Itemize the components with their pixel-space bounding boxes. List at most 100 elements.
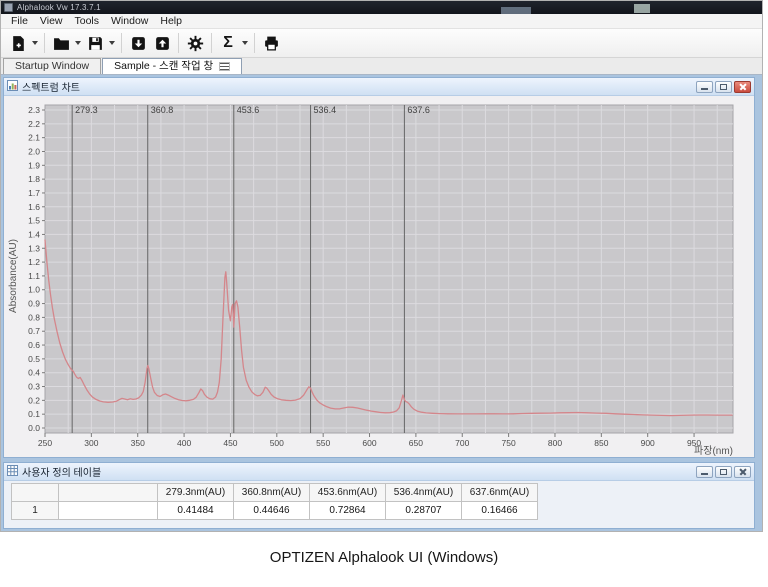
svg-text:1.0: 1.0	[28, 285, 40, 295]
print-icon	[263, 35, 280, 52]
svg-text:250: 250	[38, 438, 52, 448]
panel-maximize-button[interactable]	[715, 80, 732, 93]
column-header: 360.8nm(AU)	[233, 483, 310, 502]
axis-ticks: 0.0 0.1 0.2 0.3 0.4 0.5 0.6 0.7 0.8 0.9 1.0 1.1 1.2 1…	[28, 105, 701, 448]
value-cell[interactable]: 0.44646	[233, 501, 310, 520]
marker-label: 453.6	[237, 105, 260, 115]
svg-text:350: 350	[131, 438, 145, 448]
panel-maximize-button[interactable]	[715, 465, 732, 478]
title-bar: Alphalook Vw 17.3.7.1	[1, 1, 762, 14]
svg-text:650: 650	[409, 438, 423, 448]
dropdown-caret-icon[interactable]	[32, 41, 38, 45]
new-document-icon	[10, 35, 27, 52]
table-panel-header: 사용자 정의 테이블	[4, 463, 754, 481]
tab-label: Startup Window	[15, 60, 90, 72]
menu-item-file[interactable]: File	[11, 15, 28, 27]
export-button[interactable]	[150, 31, 174, 55]
svg-text:1.1: 1.1	[28, 271, 40, 281]
y-axis-label: Absorbance(AU)	[8, 239, 19, 313]
svg-text:0.1: 0.1	[28, 409, 40, 419]
table-body: 279.3nm(AU) 360.8nm(AU) 453.6nm(AU) 536.4nm…	[4, 481, 754, 528]
svg-text:0.4: 0.4	[28, 368, 40, 378]
table-panel-buttons	[696, 465, 751, 478]
value-cell[interactable]: 0.28707	[385, 501, 462, 520]
svg-text:1.6: 1.6	[28, 202, 40, 212]
document-tab-0[interactable]: Startup Window	[3, 58, 102, 74]
print-button[interactable]	[259, 31, 283, 55]
svg-text:300: 300	[84, 438, 98, 448]
toolbar-separator	[44, 33, 45, 53]
app-icon	[4, 3, 13, 12]
chart-icon	[7, 78, 18, 96]
svg-text:1.8: 1.8	[28, 174, 40, 184]
table-row: 1 0.41484 0.44646 0.72864 0.28707 0.16466	[11, 501, 538, 520]
settings-button[interactable]	[183, 31, 207, 55]
svg-text:450: 450	[223, 438, 237, 448]
svg-text:1.4: 1.4	[28, 229, 40, 239]
sample-name-cell[interactable]	[58, 501, 158, 520]
save-button[interactable]	[83, 31, 107, 55]
save-down-icon	[130, 35, 147, 52]
svg-text:950: 950	[687, 438, 701, 448]
toolbar-separator	[211, 33, 212, 53]
spectrum-chart[interactable]: 0.0 0.1 0.2 0.3 0.4 0.5 0.6 0.7 0.8 0.9 1.0 1.1 1.2 1…	[4, 96, 754, 457]
new-document-button[interactable]	[6, 31, 30, 55]
svg-text:600: 600	[362, 438, 376, 448]
svg-text:800: 800	[548, 438, 562, 448]
close-icon	[739, 468, 747, 476]
svg-text:700: 700	[455, 438, 469, 448]
dropdown-caret-icon[interactable]	[242, 41, 248, 45]
toolbar: Σ	[1, 29, 762, 58]
minimize-icon	[701, 473, 708, 475]
open-button[interactable]	[49, 31, 73, 55]
calculation-button[interactable]: Σ	[216, 31, 240, 55]
wavelength-markers: 279.3 360.8 453.6 536.4 637.6	[71, 105, 430, 433]
dropdown-caret-icon[interactable]	[75, 41, 81, 45]
plot-area[interactable]	[44, 104, 734, 434]
svg-text:0.2: 0.2	[28, 395, 40, 405]
sum-sigma-icon: Σ	[223, 34, 233, 51]
import-button[interactable]	[126, 31, 150, 55]
panel-minimize-button[interactable]	[696, 80, 713, 93]
document-tab-bar: Startup Window Sample - 스캔 작업 창	[1, 58, 762, 75]
value-cell[interactable]: 0.72864	[309, 501, 386, 520]
svg-text:0.3: 0.3	[28, 382, 40, 392]
menu-item-tools[interactable]: Tools	[74, 15, 100, 27]
toolbar-separator	[178, 33, 179, 53]
svg-text:2.0: 2.0	[28, 146, 40, 156]
maximize-icon	[720, 468, 727, 475]
column-header: 637.6nm(AU)	[461, 483, 538, 502]
spectrum-chart-panel: 스펙트럼 차트 0.0 0.1 0.2 0.3 0.4 0.5 0.6 0.7 0.8 0.9 1.…	[3, 77, 755, 458]
svg-text:0.8: 0.8	[28, 312, 40, 322]
close-icon	[739, 83, 747, 91]
toolbar-separator	[254, 33, 255, 53]
panel-minimize-button[interactable]	[696, 465, 713, 478]
svg-text:400: 400	[177, 438, 191, 448]
marker-label: 536.4	[314, 105, 337, 115]
svg-text:900: 900	[641, 438, 655, 448]
menu-item-window[interactable]: Window	[111, 15, 149, 27]
svg-text:0.0: 0.0	[28, 423, 40, 433]
svg-text:850: 850	[594, 438, 608, 448]
menu-item-view[interactable]: View	[39, 15, 63, 27]
dropdown-caret-icon[interactable]	[109, 41, 115, 45]
table-icon	[7, 463, 18, 481]
marker-label: 279.3	[75, 105, 98, 115]
menu-item-help[interactable]: Help	[160, 15, 182, 27]
table-panel-title: 사용자 정의 테이블	[22, 468, 102, 479]
tab-menu-icon[interactable]	[219, 62, 231, 71]
minimize-icon	[701, 88, 708, 90]
svg-text:0.5: 0.5	[28, 354, 40, 364]
svg-text:500: 500	[270, 438, 284, 448]
svg-text:1.3: 1.3	[28, 243, 40, 253]
row-header[interactable]: 1	[11, 501, 59, 520]
panel-close-button[interactable]	[734, 465, 751, 478]
value-cell[interactable]: 0.16466	[461, 501, 538, 520]
svg-text:1.2: 1.2	[28, 257, 40, 267]
table-corner-cell	[11, 483, 59, 502]
panel-close-button[interactable]	[734, 80, 751, 93]
value-cell[interactable]: 0.41484	[157, 501, 234, 520]
svg-text:2.2: 2.2	[28, 119, 40, 129]
document-tab-1[interactable]: Sample - 스캔 작업 창	[102, 58, 243, 74]
